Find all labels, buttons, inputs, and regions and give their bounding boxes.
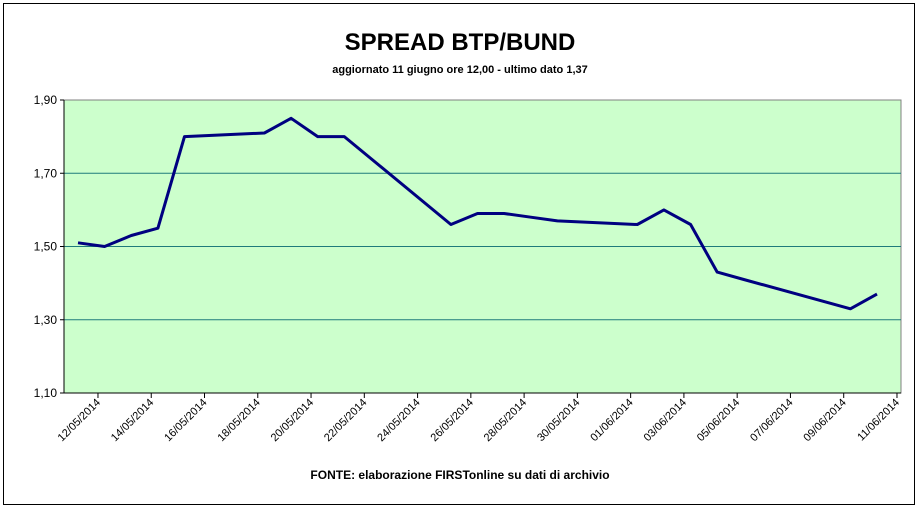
x-tick-label: 16/05/2014 <box>162 397 209 444</box>
x-tick-label: 01/06/2014 <box>588 397 635 444</box>
x-tick-label: 26/05/2014 <box>429 397 476 444</box>
y-tick-label: 1,90 <box>34 93 58 107</box>
x-tick-label: 12/05/2014 <box>56 397 103 444</box>
x-tick-label: 22/05/2014 <box>322 397 369 444</box>
chart-subtitle: aggiornato 11 giugno ore 12,00 - ultimo … <box>332 64 588 76</box>
x-tick-label: 30/05/2014 <box>535 397 582 444</box>
y-tick-label: 1,10 <box>34 386 58 400</box>
x-tick-label: 24/05/2014 <box>375 397 422 444</box>
x-tick-label: 20/05/2014 <box>269 397 316 444</box>
x-tick-label: 28/05/2014 <box>482 397 529 444</box>
x-tick-label: 18/05/2014 <box>215 397 262 444</box>
x-tick-label: 14/05/2014 <box>109 397 156 444</box>
x-tick-label: 11/06/2014 <box>855 397 902 444</box>
chart-footer: FONTE: elaborazione FIRSTonline su dati … <box>310 468 610 482</box>
y-tick-label: 1,70 <box>34 166 58 180</box>
x-tick-label: 09/06/2014 <box>801 397 848 444</box>
gridlines <box>64 172 901 321</box>
series-line-spread <box>77 116 878 311</box>
x-tick-label: 07/06/2014 <box>748 397 795 444</box>
y-axis-ticks: 1,10 1,30 1,50 1,70 1,90 <box>34 93 64 400</box>
x-tick-label: 03/06/2014 <box>642 397 689 444</box>
x-tick-label: 05/06/2014 <box>695 397 742 444</box>
chart-title: SPREAD BTP/BUND <box>344 29 576 56</box>
y-tick-label: 1,30 <box>34 313 58 327</box>
y-tick-label: 1,50 <box>34 240 58 254</box>
x-axis-ticks: 12/05/2014 14/05/2014 16/05/2014 18/05/2014… <box>56 393 902 444</box>
